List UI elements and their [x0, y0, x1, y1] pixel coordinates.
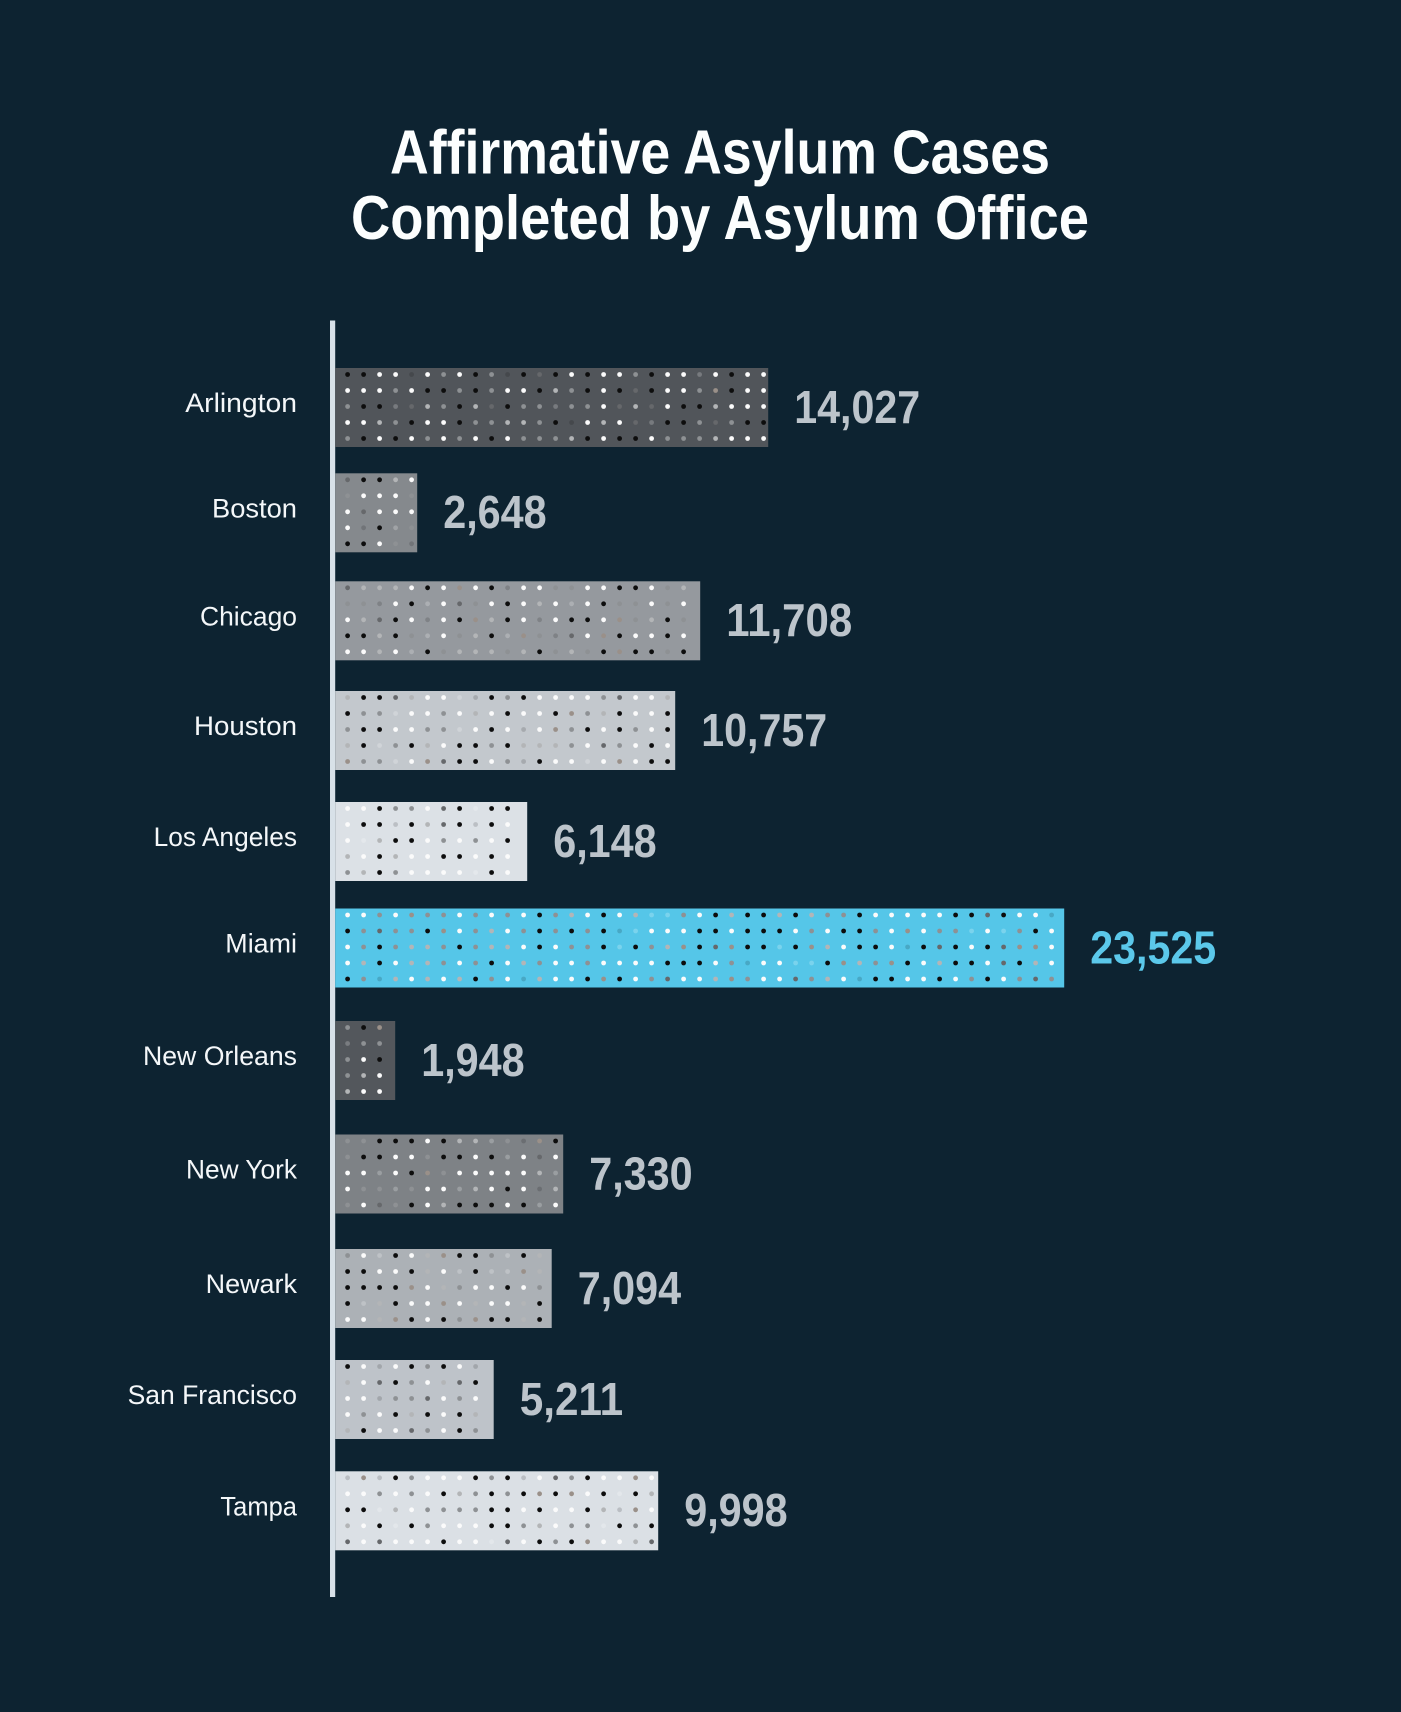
svg-text:11,708: 11,708 — [726, 594, 852, 646]
svg-text:New York: New York — [186, 1155, 297, 1185]
svg-text:Los Angeles: Los Angeles — [154, 822, 297, 852]
svg-text:5,211: 5,211 — [520, 1373, 624, 1425]
svg-text:9,998: 9,998 — [684, 1484, 788, 1536]
svg-text:Miami: Miami — [225, 929, 297, 959]
svg-text:2,648: 2,648 — [443, 486, 547, 538]
svg-text:New Orleans: New Orleans — [143, 1041, 297, 1071]
svg-text:6,148: 6,148 — [553, 815, 657, 867]
svg-text:Arlington: Arlington — [185, 388, 297, 418]
svg-text:San Francisco: San Francisco — [128, 1380, 297, 1410]
svg-text:Chicago: Chicago — [200, 601, 297, 631]
svg-text:23,525: 23,525 — [1090, 921, 1216, 973]
svg-text:Tampa: Tampa — [220, 1491, 298, 1521]
svg-text:Newark: Newark — [206, 1269, 298, 1299]
svg-text:7,330: 7,330 — [589, 1147, 693, 1199]
svg-text:Affirmative Asylum Cases: Affirmative Asylum Cases — [390, 117, 1050, 187]
svg-text:Boston: Boston — [212, 493, 297, 523]
svg-text:Houston: Houston — [194, 711, 297, 741]
svg-text:10,757: 10,757 — [701, 704, 827, 756]
svg-text:7,094: 7,094 — [578, 1262, 682, 1314]
svg-text:14,027: 14,027 — [794, 381, 920, 433]
svg-text:Completed by Asylum Office: Completed by Asylum Office — [351, 183, 1089, 253]
svg-text:1,948: 1,948 — [421, 1034, 525, 1086]
